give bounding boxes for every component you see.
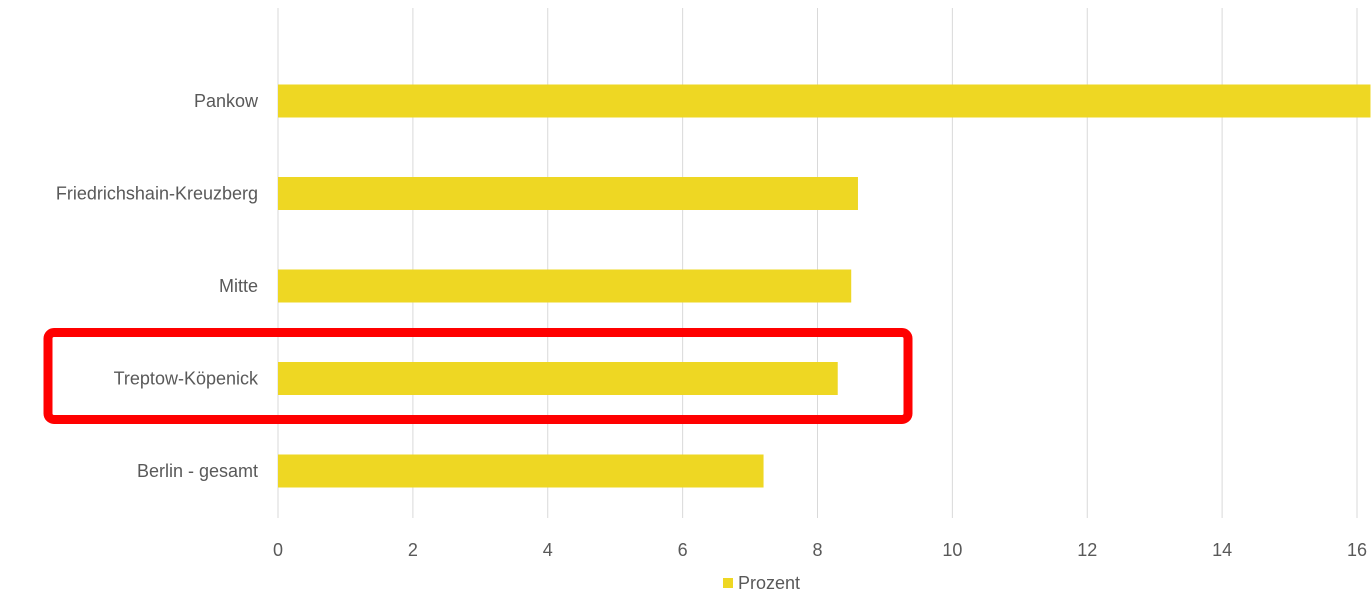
bar bbox=[278, 362, 838, 395]
bar bbox=[278, 177, 858, 210]
x-tick-label: 14 bbox=[1212, 540, 1232, 560]
highlight-box bbox=[43, 328, 913, 424]
x-tick-label: 2 bbox=[408, 540, 418, 560]
x-axis-tick-labels: 0 2 4 6 8 10 12 14 16 bbox=[273, 540, 1367, 560]
x-tick-label: 8 bbox=[812, 540, 822, 560]
category-label: Friedrichshain-Kreuzberg bbox=[56, 184, 258, 204]
x-tick-label: 10 bbox=[942, 540, 962, 560]
category-labels: Pankow Friedrichshain-Kreuzberg Mitte Trept… bbox=[56, 91, 259, 481]
category-label: Pankow bbox=[194, 91, 259, 111]
x-tick-label: 4 bbox=[543, 540, 553, 560]
category-label: Berlin - gesamt bbox=[137, 461, 258, 481]
bar bbox=[278, 84, 1371, 118]
x-tick-label: 16 bbox=[1347, 540, 1367, 560]
bar bbox=[278, 269, 852, 303]
category-label: Mitte bbox=[219, 276, 258, 296]
legend: Prozent bbox=[723, 573, 800, 593]
category-label: Treptow-Köpenick bbox=[114, 369, 259, 389]
x-tick-label: 6 bbox=[678, 540, 688, 560]
legend-label-prozent: Prozent bbox=[738, 573, 800, 593]
highlight-rectangle bbox=[43, 328, 913, 424]
legend-swatch-prozent bbox=[723, 578, 733, 588]
bars bbox=[278, 84, 1371, 488]
bar bbox=[278, 454, 764, 488]
x-tick-label: 0 bbox=[273, 540, 283, 560]
x-tick-label: 12 bbox=[1077, 540, 1097, 560]
